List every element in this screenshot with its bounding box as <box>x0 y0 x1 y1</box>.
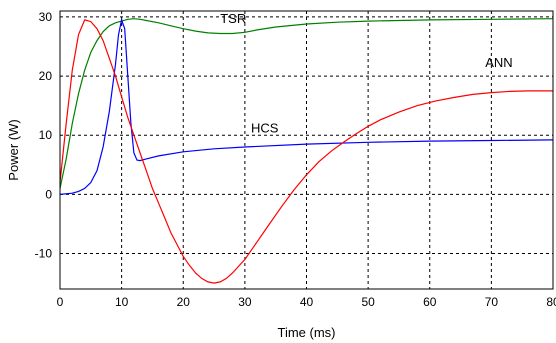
x-tick-label: 50 <box>361 295 375 309</box>
x-tick-label: 40 <box>300 295 314 309</box>
y-tick-label: 10 <box>39 128 53 142</box>
x-tick-label: 70 <box>485 295 499 309</box>
x-tick-label: 80 <box>546 295 556 309</box>
y-tick-label: 30 <box>39 10 53 24</box>
x-tick-label: 60 <box>423 295 437 309</box>
y-tick-label: -10 <box>35 247 53 261</box>
series-labels: TSR HCS ANN <box>220 11 512 135</box>
series-label-tsr: TSR <box>220 11 246 26</box>
y-tick-label: 0 <box>45 187 52 201</box>
tick-labels: 0 10 20 30 40 50 60 70 80 -10 0 10 20 30 <box>35 10 556 309</box>
series-lines <box>59 17 554 284</box>
grid <box>60 11 553 289</box>
x-tick-label: 30 <box>238 295 252 309</box>
x-tick-label: 10 <box>115 295 129 309</box>
y-tick-label: 20 <box>39 69 53 83</box>
series-label-ann: ANN <box>485 55 512 70</box>
x-tick-label: 20 <box>177 295 191 309</box>
x-tick-label: 0 <box>57 295 64 309</box>
series-line-ann <box>59 19 553 284</box>
x-axis-title: Time (ms) <box>277 325 335 340</box>
series-line-tsr <box>59 18 554 189</box>
series-line-hcs <box>59 17 554 195</box>
y-axis-title: Power (W) <box>6 119 21 180</box>
series-label-hcs: HCS <box>251 120 279 135</box>
plot-frame <box>59 10 554 290</box>
